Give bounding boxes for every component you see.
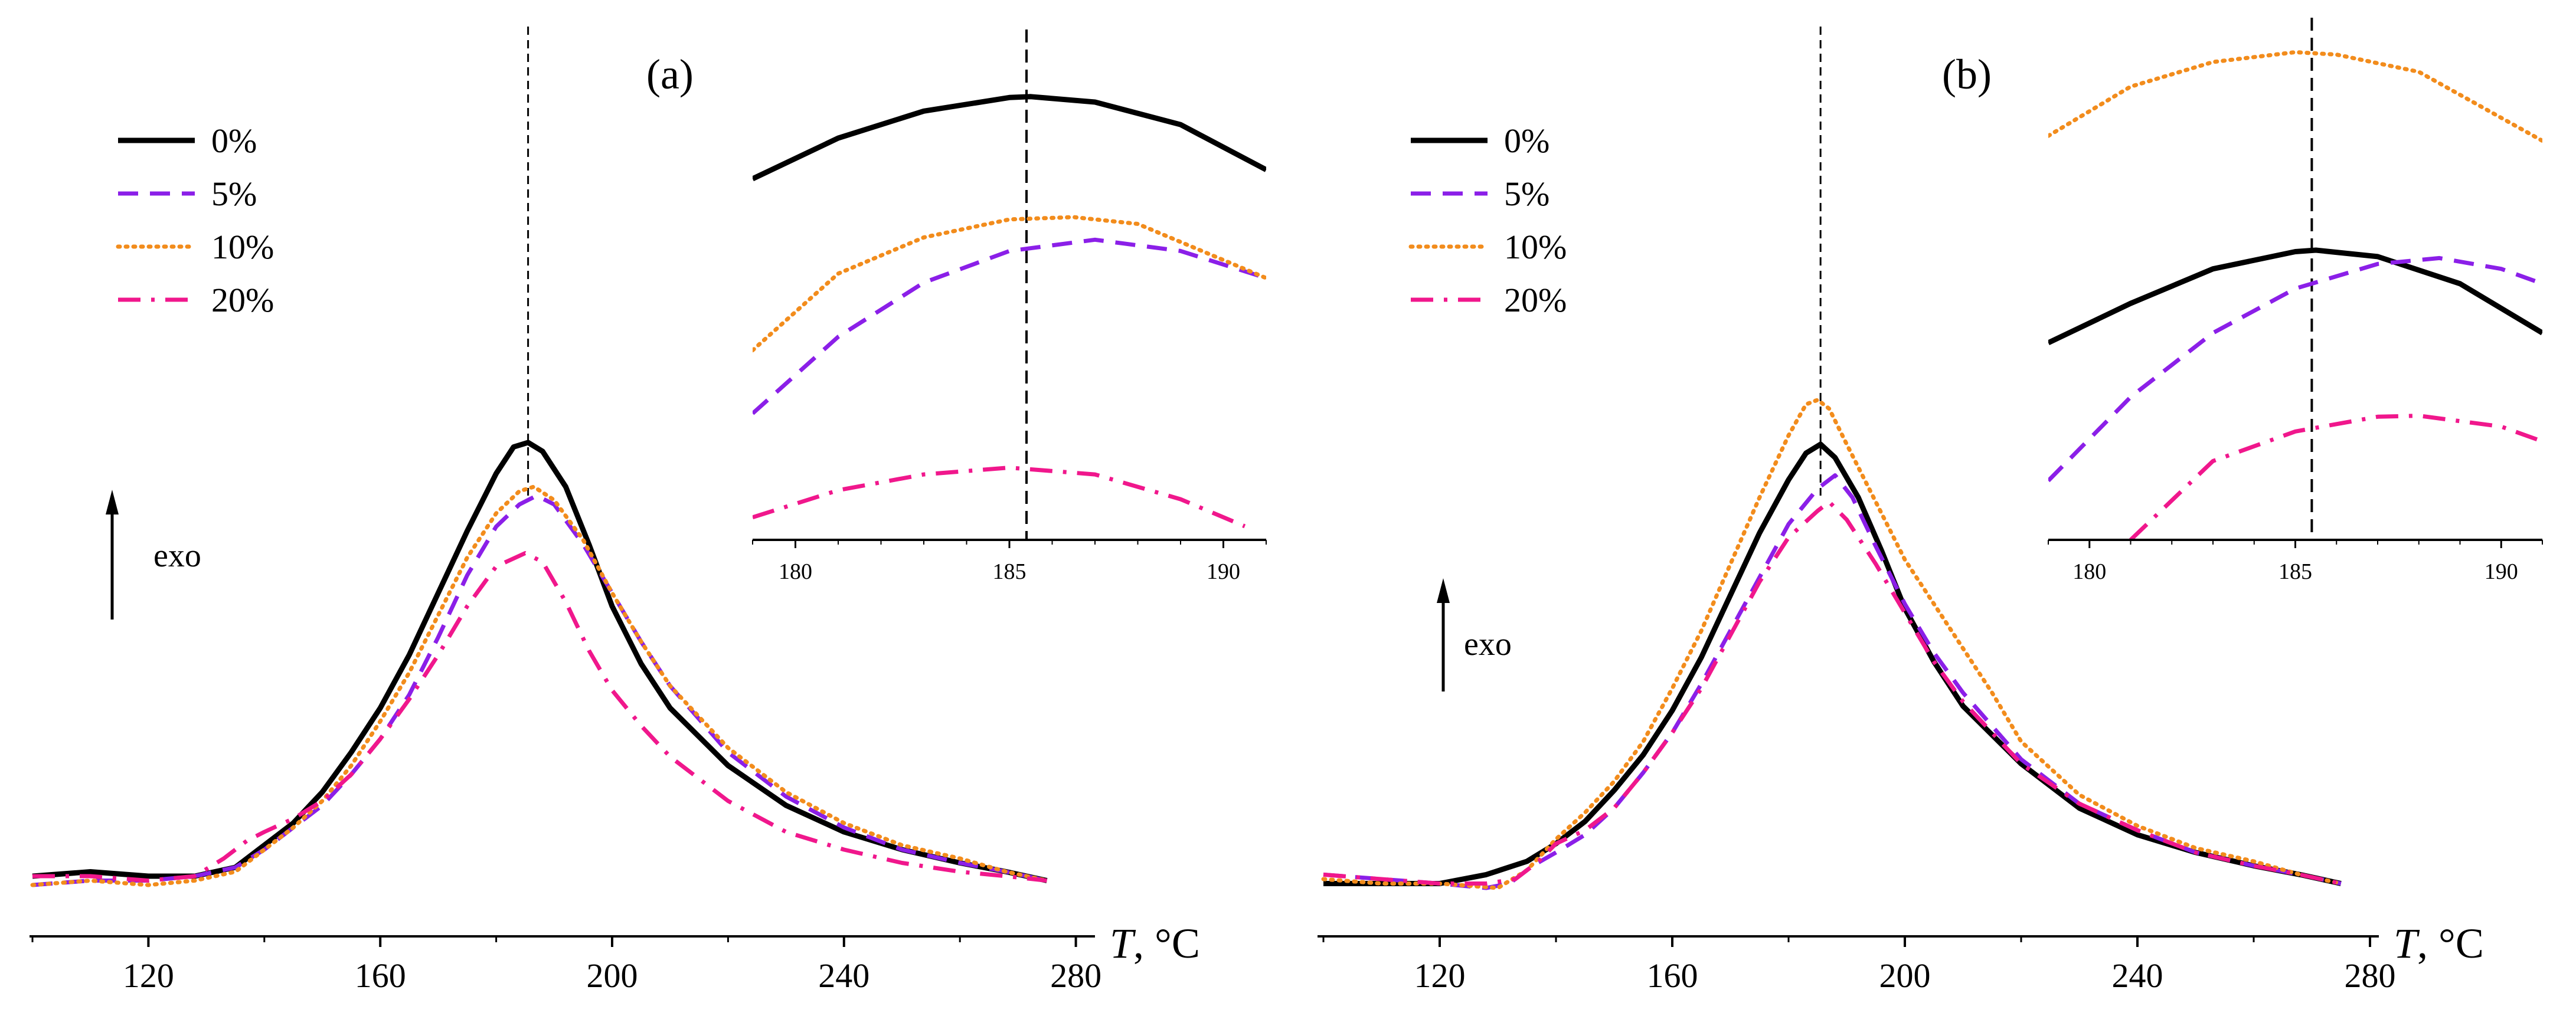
panel-label: (a) [646,51,694,98]
x-tick-label: 240 [2112,956,2163,995]
series-line-0pct [32,440,1048,883]
inset-x-tick-label: 180 [2072,559,2106,584]
legend-label: 0% [211,122,257,160]
inset-series-line-10pct [753,215,1266,353]
series-line-10pct [1321,398,2343,890]
legend: 0% 5% 10% 20% [1408,122,1567,319]
exo-arrow-head-icon [1437,578,1450,603]
legend-label: 5% [211,175,257,213]
series-line-5pct [32,493,1048,887]
series-line-20pct [32,551,1047,883]
inset-x-tick-label: 190 [1207,559,1240,584]
x-axis-label: T, °C [1110,920,1200,967]
inset-series-line-20pct [753,466,1246,529]
x-tick-label: 200 [587,956,638,995]
x-tick-label: 280 [1050,956,1101,995]
x-axis-label: T, °C [2394,920,2484,967]
inset-panel: 180 185 190 [752,30,1267,584]
x-tick-label: 120 [123,956,174,995]
x-tick-label: 280 [2345,956,2396,995]
legend-label: 20% [211,281,274,319]
x-axis-label-unit: , °C [1133,920,1200,967]
panel-label: (b) [1942,51,1992,98]
x-tick-label: 240 [818,956,869,995]
exo-label: exo [1464,626,1512,663]
x-tick-label: 200 [1879,956,1931,995]
x-tick-label: 160 [1647,956,1698,995]
legend-label: 0% [1504,122,1549,160]
inset-series-line-0pct [753,94,1266,182]
exo-arrow-head-icon [106,490,119,514]
legend-label: 10% [211,228,274,266]
legend-label: 10% [1504,228,1567,266]
inset-series-line-5pct [2048,255,2542,483]
x-tick-label: 160 [355,956,406,995]
legend-label: 20% [1504,281,1567,319]
x-tick-label: 120 [1414,956,1466,995]
inset-series-group [2048,50,2542,540]
inset-series-line-20pct [2129,414,2542,540]
x-axis-label-unit: , °C [2417,920,2484,967]
inset-panel: 180 185 190 [2048,18,2543,584]
legend-label: 5% [1504,175,1549,213]
exo-label: exo [153,538,201,574]
inset-series-line-10pct [2048,50,2542,143]
x-axis-label-variable: T [2394,920,2420,967]
series-line-0pct [1323,441,2342,886]
inset-series-group [753,94,1266,529]
inset-x-tick-label: 180 [779,559,812,584]
series-line-10pct [30,484,1049,887]
legend: 0% 5% 10% 20% [116,122,274,319]
x-axis-label-variable: T [1110,920,1136,967]
series-line-5pct [1323,473,2342,890]
inset-x-tick-label: 190 [2485,559,2518,584]
series-line-20pct [1323,500,2342,886]
inset-x-tick-label: 185 [2278,559,2312,584]
inset-x-tick-label: 185 [993,559,1027,584]
inset-series-line-5pct [753,237,1266,415]
inset-series-line-0pct [2048,247,2542,346]
